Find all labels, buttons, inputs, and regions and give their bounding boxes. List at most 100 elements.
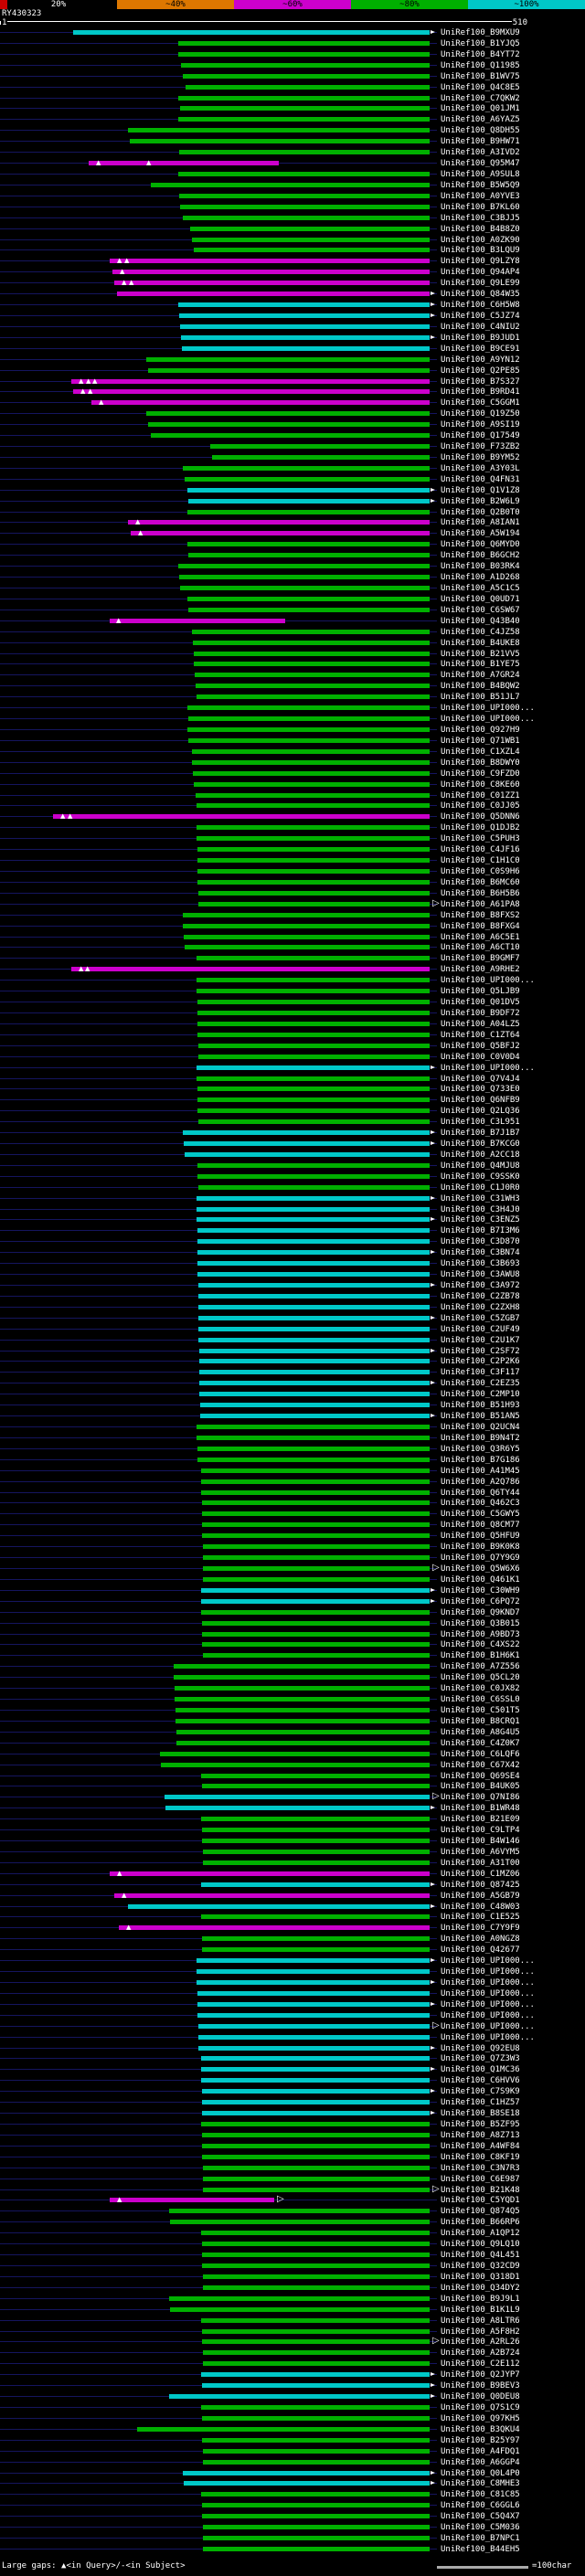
hit-bar[interactable]: [194, 248, 430, 253]
hit-bar[interactable]: [197, 989, 430, 994]
hit-label[interactable]: UniRef100_A04LZ5: [441, 1019, 520, 1029]
hit-bar[interactable]: [202, 2111, 430, 2116]
hit-bar[interactable]: [203, 1565, 430, 1571]
hit-label[interactable]: UniRef100_B8FXG4: [441, 921, 520, 931]
hit-label[interactable]: UniRef100_Q0L4P0: [441, 2468, 520, 2478]
hit-label[interactable]: UniRef100_A1QP12: [441, 2229, 520, 2239]
hit-bar[interactable]: [202, 2383, 430, 2389]
hit-label[interactable]: UniRef100_A0YVE3: [441, 191, 520, 201]
hit-label[interactable]: UniRef100_C6SSL0: [441, 1695, 520, 1705]
hit-bar[interactable]: [197, 847, 430, 853]
hit-bar[interactable]: [188, 553, 430, 558]
hit-bar[interactable]: [197, 1021, 430, 1026]
hit-label[interactable]: UniRef100_A6GGP4: [441, 2457, 520, 2467]
hit-label[interactable]: UniRef100_B2W6L9: [441, 496, 520, 506]
hit-label[interactable]: UniRef100_B7S327: [441, 376, 520, 387]
hit-bar[interactable]: [202, 2328, 430, 2334]
hit-bar[interactable]: [175, 1697, 430, 1702]
hit-bar[interactable]: [200, 1414, 430, 1419]
hit-label[interactable]: UniRef100_Q71WB1: [441, 736, 520, 746]
hit-bar[interactable]: [178, 117, 430, 122]
hit-bar[interactable]: [202, 2253, 430, 2258]
hit-bar[interactable]: [202, 1936, 430, 1942]
hit-label[interactable]: UniRef100_B7G186: [441, 1455, 520, 1465]
hit-label[interactable]: UniRef100_Q3R6Y5: [441, 1444, 520, 1454]
hit-label[interactable]: UniRef100_C4JZ58: [441, 627, 520, 637]
hit-bar[interactable]: [202, 2242, 430, 2247]
hit-bar[interactable]: [203, 2284, 430, 2290]
hit-bar[interactable]: [203, 2525, 430, 2530]
hit-bar[interactable]: [203, 1544, 430, 1550]
hit-label[interactable]: UniRef100_Q7V4J4: [441, 1074, 520, 1084]
hit-bar[interactable]: [89, 161, 279, 166]
hit-bar[interactable]: [202, 1500, 430, 1506]
hit-bar[interactable]: [197, 978, 430, 983]
hit-label[interactable]: UniRef100_Q32CD9: [441, 2261, 520, 2271]
hit-bar[interactable]: [119, 1925, 430, 1931]
hit-label[interactable]: UniRef100_Q5BFJ2: [441, 1041, 520, 1051]
hit-bar[interactable]: [178, 171, 430, 176]
hit-bar[interactable]: [202, 2339, 430, 2345]
hit-bar[interactable]: [197, 858, 430, 864]
hit-bar[interactable]: [183, 215, 430, 220]
hit-bar[interactable]: [176, 1707, 430, 1712]
hit-bar[interactable]: [117, 292, 430, 297]
hit-bar[interactable]: [197, 1010, 430, 1015]
hit-bar[interactable]: [190, 226, 430, 231]
hit-label[interactable]: UniRef100_B9YM52: [441, 452, 520, 462]
hit-label[interactable]: UniRef100_Q461K1: [441, 1574, 520, 1585]
hit-bar[interactable]: [187, 487, 430, 493]
hit-label[interactable]: UniRef100_Q5DNN6: [441, 812, 520, 822]
hit-label[interactable]: UniRef100_C3F117: [441, 1368, 520, 1378]
hit-bar[interactable]: [199, 1392, 430, 1397]
hit-bar[interactable]: [197, 1228, 430, 1234]
hit-bar[interactable]: [201, 2067, 430, 2072]
hit-label[interactable]: UniRef100_Q7NI86: [441, 1793, 520, 1803]
hit-label[interactable]: UniRef100_C1ZT64: [441, 1030, 520, 1040]
hit-bar[interactable]: [201, 2122, 430, 2126]
hit-label[interactable]: UniRef100_C5PUH3: [441, 834, 520, 844]
hit-label[interactable]: UniRef100_C1H1C0: [441, 856, 520, 866]
hit-bar[interactable]: [203, 2361, 430, 2367]
hit-bar[interactable]: [179, 313, 430, 318]
hit-label[interactable]: UniRef100_C4NIU2: [441, 322, 520, 332]
hit-label[interactable]: UniRef100_A61PA8: [441, 899, 520, 909]
hit-label[interactable]: UniRef100_C4JF16: [441, 845, 520, 855]
hit-bar[interactable]: [201, 2372, 430, 2378]
hit-bar[interactable]: [197, 879, 430, 885]
hit-bar[interactable]: [187, 705, 430, 711]
hit-label[interactable]: UniRef100_B03RK4: [441, 562, 520, 572]
hit-label[interactable]: UniRef100_A2RL26: [441, 2337, 520, 2348]
hit-label[interactable]: UniRef100_C5ZGB7: [441, 1313, 520, 1323]
hit-bar[interactable]: [183, 912, 430, 917]
hit-label[interactable]: UniRef100_B7KL60: [441, 202, 520, 212]
hit-label[interactable]: UniRef100_Q1V1Z8: [441, 485, 520, 495]
hit-bar[interactable]: [198, 901, 430, 906]
hit-bar[interactable]: [151, 182, 430, 187]
hit-bar[interactable]: [202, 1828, 430, 1833]
hit-bar[interactable]: [176, 1718, 430, 1723]
hit-label[interactable]: UniRef100_A7GR24: [441, 671, 520, 681]
hit-label[interactable]: UniRef100_C6LQF6: [441, 1749, 520, 1759]
hit-bar[interactable]: [202, 2415, 430, 2421]
hit-bar[interactable]: [183, 1130, 430, 1136]
hit-bar[interactable]: [203, 2448, 430, 2454]
hit-label[interactable]: UniRef100_Q9LQ10: [441, 2240, 520, 2250]
hit-label[interactable]: UniRef100_C30WH9: [441, 1585, 520, 1595]
hit-label[interactable]: UniRef100_B3LQU9: [441, 246, 520, 256]
hit-bar[interactable]: [202, 2100, 430, 2105]
hit-bar[interactable]: [202, 1947, 430, 1953]
hit-bar[interactable]: [183, 2470, 430, 2475]
hit-bar[interactable]: [203, 1576, 430, 1582]
hit-bar[interactable]: [194, 662, 430, 667]
hit-label[interactable]: UniRef100_Q2JYP7: [441, 2370, 520, 2380]
hit-label[interactable]: UniRef100_C3AWU8: [441, 1270, 520, 1280]
hit-label[interactable]: UniRef100_B8SE18: [441, 2109, 520, 2119]
hit-bar[interactable]: [179, 150, 430, 155]
hit-bar[interactable]: [178, 51, 430, 57]
hit-label[interactable]: UniRef100_C3BJJ5: [441, 213, 520, 223]
hit-label[interactable]: UniRef100_B21E09: [441, 1815, 520, 1825]
hit-bar[interactable]: [202, 1839, 430, 1844]
hit-label[interactable]: UniRef100_C6SW67: [441, 605, 520, 615]
hit-label[interactable]: UniRef100_C6PQ72: [441, 1596, 520, 1606]
